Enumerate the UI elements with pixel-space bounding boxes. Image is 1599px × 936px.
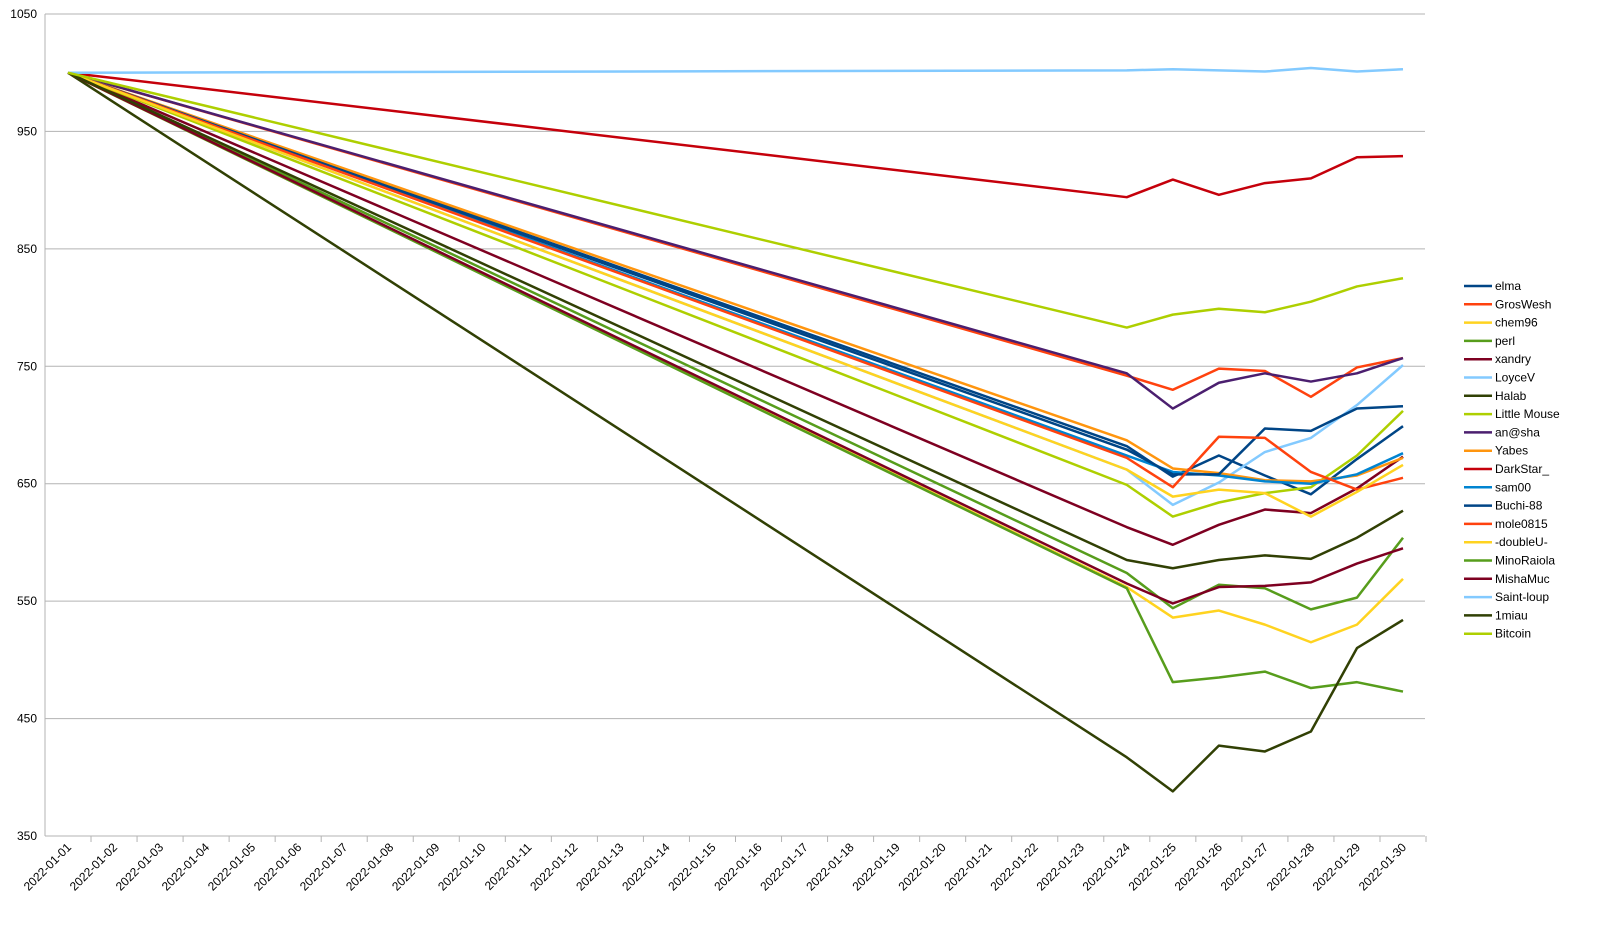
x-tick-label: 2022-01-20 [895,840,949,894]
series-line [67,71,1404,199]
series-line [67,71,1404,611]
x-tick-label: 2022-01-08 [343,840,397,894]
series-line [67,71,1404,644]
series-line [67,71,1404,605]
x-tick-label: 2022-01-07 [297,840,351,894]
series-line [67,71,1404,485]
series-line [67,71,1404,518]
x-tick-label: 2022-01-30 [1356,840,1410,894]
x-tick-label: 2022-01-29 [1310,840,1364,894]
x-tick-label: 2022-01-06 [251,840,305,894]
x-tick-label: 2022-01-19 [849,840,903,894]
series-line [67,71,1404,491]
series-line [67,71,1404,410]
x-tick-label: 2022-01-18 [803,840,857,894]
series-line [67,71,1404,693]
y-tick-label: 750 [17,359,37,373]
y-tick-label: 450 [17,712,37,726]
series-line [67,71,1404,476]
x-tick-label: 2022-01-09 [389,840,443,894]
x-tick-label: 2022-01-15 [665,840,719,894]
x-tick-label: 2022-01-16 [711,840,765,894]
legend-label: an@sha [1495,425,1540,439]
series-line [67,71,1404,496]
legend-label: Little Mouse [1495,407,1560,421]
legend-label: MishaMuc [1495,572,1550,586]
legend-label: chem96 [1495,316,1538,330]
legend-label: DarkStar_ [1495,462,1549,476]
legend-label: Yabes [1495,444,1528,458]
x-tick-label: 2022-01-17 [757,840,811,894]
x-tick-label: 2022-01-05 [205,840,259,894]
x-tick-label: 2022-01-12 [527,840,581,894]
series-line [67,71,1404,570]
x-tick-label: 2022-01-01 [21,840,75,894]
x-tick-label: 2022-01-13 [573,840,627,894]
legend-label: Halab [1495,389,1527,403]
x-tick-label: 2022-01-10 [435,840,489,894]
x-tick-label: 2022-01-26 [1172,840,1226,894]
legend-label: Buchi-88 [1495,499,1543,513]
y-tick-label: 550 [17,594,37,608]
x-tick-label: 2022-01-03 [113,840,167,894]
legend-label: 1miau [1495,608,1528,622]
legend-label: LoyceV [1495,371,1535,385]
legend-label: Saint-loup [1495,590,1549,604]
x-tick-label: 2022-01-25 [1126,840,1180,894]
legend-label: mole0815 [1495,517,1548,531]
y-tick-label: 1050 [10,7,37,21]
y-tick-label: 950 [17,124,37,138]
y-tick-label: 350 [17,829,37,843]
x-tick-label: 2022-01-28 [1264,840,1318,894]
legend-label: Bitcoin [1495,627,1531,641]
legend-label: GrosWesh [1495,297,1551,311]
x-tick-label: 2022-01-27 [1218,840,1272,894]
x-tick-label: 2022-01-22 [988,840,1042,894]
series-line [67,66,1404,74]
series-line [67,71,1404,507]
legend-label: sam00 [1495,480,1531,494]
x-tick-label: 2022-01-02 [67,840,121,894]
x-tick-label: 2022-01-23 [1034,840,1088,894]
y-tick-label: 850 [17,242,37,256]
series-line [67,71,1404,793]
legend-label: xandry [1495,352,1531,366]
legend-label: MinoRaiola [1495,554,1555,568]
legend-label: perl [1495,334,1515,348]
x-tick-label: 2022-01-24 [1080,840,1134,894]
series-line [67,71,1404,329]
y-tick-label: 650 [17,477,37,491]
legend-label: -doubleU- [1495,535,1548,549]
x-tick-label: 2022-01-21 [942,840,996,894]
x-tick-label: 2022-01-11 [482,840,535,893]
series-line [67,71,1404,518]
x-tick-label: 2022-01-14 [619,840,673,894]
series-line [67,71,1404,483]
series-line [67,71,1404,547]
legend-label: elma [1495,279,1521,293]
x-tick-label: 2022-01-04 [159,840,213,894]
